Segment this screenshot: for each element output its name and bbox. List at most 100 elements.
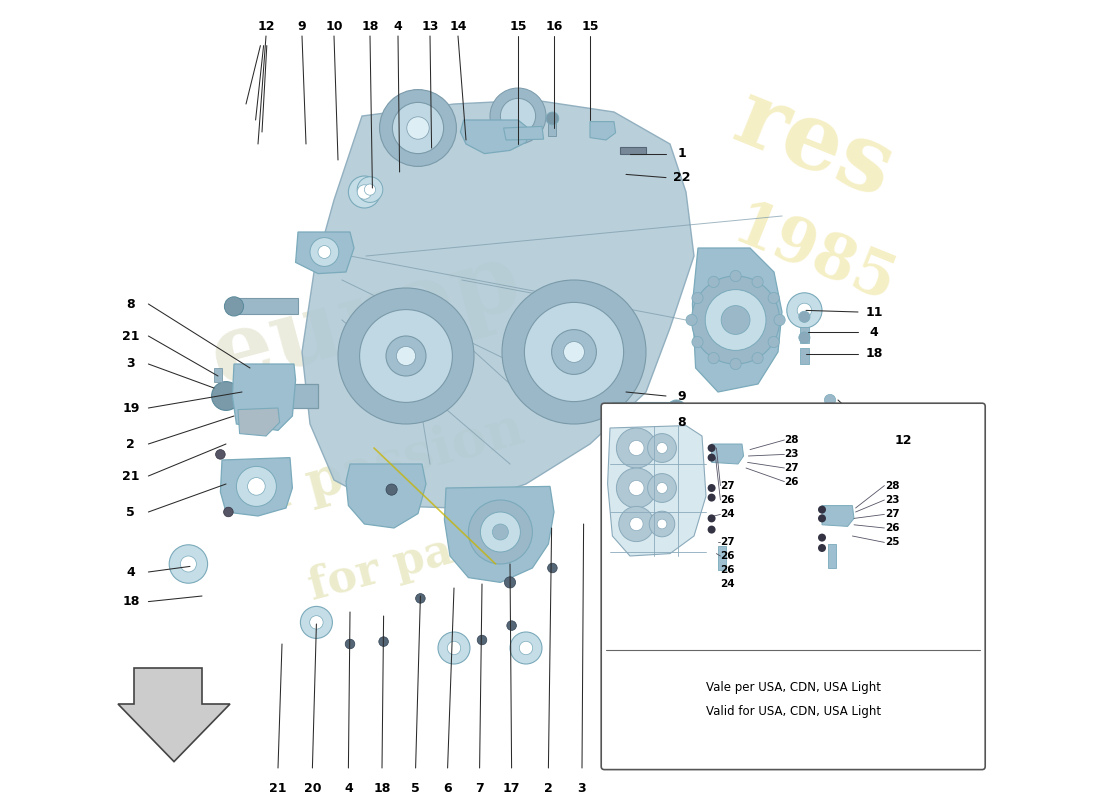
Text: 28: 28	[886, 481, 900, 490]
Circle shape	[396, 346, 416, 366]
Circle shape	[799, 311, 810, 322]
Polygon shape	[607, 426, 706, 556]
Polygon shape	[118, 668, 230, 762]
Circle shape	[211, 382, 241, 410]
Circle shape	[519, 642, 532, 654]
Circle shape	[692, 293, 703, 304]
Text: 12: 12	[895, 434, 912, 446]
Text: 3: 3	[126, 358, 135, 370]
Text: 5: 5	[411, 782, 420, 794]
Circle shape	[236, 466, 276, 506]
Text: 26: 26	[720, 551, 735, 561]
Circle shape	[768, 336, 779, 347]
Text: 28: 28	[784, 435, 799, 445]
Text: 16: 16	[546, 20, 563, 33]
Circle shape	[525, 302, 624, 402]
Circle shape	[510, 632, 542, 664]
Circle shape	[438, 632, 470, 664]
Circle shape	[563, 342, 584, 362]
Circle shape	[358, 185, 372, 199]
Circle shape	[502, 280, 646, 424]
Circle shape	[546, 112, 559, 125]
Circle shape	[310, 616, 323, 629]
Text: 11: 11	[866, 306, 882, 318]
Circle shape	[300, 606, 332, 638]
Text: 13: 13	[421, 20, 439, 33]
Circle shape	[349, 176, 381, 208]
Text: 18: 18	[866, 347, 882, 360]
Bar	[620, 147, 646, 154]
Text: 15: 15	[581, 20, 598, 33]
Text: 26: 26	[720, 565, 735, 574]
Text: 15: 15	[509, 20, 527, 33]
Circle shape	[481, 512, 520, 552]
Text: 9: 9	[298, 20, 306, 33]
Circle shape	[477, 635, 487, 645]
Circle shape	[490, 88, 546, 144]
Circle shape	[616, 428, 657, 468]
Circle shape	[223, 507, 233, 517]
Circle shape	[345, 639, 355, 649]
Circle shape	[358, 177, 383, 202]
Circle shape	[799, 332, 810, 343]
Text: 23: 23	[886, 495, 900, 505]
Circle shape	[818, 506, 826, 514]
Circle shape	[616, 468, 657, 508]
Polygon shape	[444, 486, 554, 582]
Circle shape	[752, 276, 763, 287]
Circle shape	[705, 290, 766, 350]
Circle shape	[730, 358, 741, 370]
Circle shape	[752, 353, 763, 364]
Circle shape	[493, 524, 508, 540]
Circle shape	[338, 288, 474, 424]
Circle shape	[722, 306, 750, 334]
Circle shape	[707, 444, 716, 452]
Polygon shape	[238, 408, 279, 436]
Circle shape	[798, 303, 812, 318]
Text: 2: 2	[126, 438, 135, 450]
Polygon shape	[302, 100, 694, 508]
Bar	[800, 348, 810, 364]
Circle shape	[416, 594, 426, 603]
Circle shape	[393, 102, 443, 154]
Circle shape	[818, 534, 826, 542]
Circle shape	[378, 637, 388, 646]
Polygon shape	[692, 248, 782, 392]
Circle shape	[364, 184, 375, 195]
Circle shape	[707, 494, 716, 502]
Text: 1985: 1985	[724, 196, 904, 316]
Text: 17: 17	[503, 782, 520, 794]
Text: 27: 27	[720, 538, 735, 547]
Circle shape	[448, 642, 461, 654]
Circle shape	[507, 621, 516, 630]
Text: 27: 27	[784, 463, 799, 473]
Bar	[613, 402, 676, 418]
Circle shape	[629, 480, 644, 495]
Text: europ: europ	[201, 234, 531, 406]
Circle shape	[657, 519, 667, 529]
Text: 4: 4	[344, 782, 353, 794]
Circle shape	[692, 336, 703, 347]
Circle shape	[551, 330, 596, 374]
Text: 12: 12	[257, 20, 275, 33]
Circle shape	[379, 90, 456, 166]
Circle shape	[180, 556, 197, 572]
Circle shape	[500, 98, 536, 134]
Text: 26: 26	[886, 523, 900, 533]
Text: 27: 27	[886, 510, 900, 519]
Text: 24: 24	[720, 510, 735, 519]
Bar	[226, 384, 318, 408]
Circle shape	[707, 484, 716, 492]
Circle shape	[629, 518, 644, 530]
Bar	[214, 368, 222, 382]
Circle shape	[707, 514, 716, 522]
Text: a passion: a passion	[250, 404, 530, 524]
Circle shape	[833, 418, 844, 430]
Text: 6: 6	[443, 782, 452, 794]
Circle shape	[386, 484, 397, 495]
Polygon shape	[461, 120, 530, 154]
Text: res: res	[722, 72, 906, 216]
Text: 3: 3	[578, 782, 586, 794]
Circle shape	[818, 514, 826, 522]
Circle shape	[707, 526, 716, 534]
